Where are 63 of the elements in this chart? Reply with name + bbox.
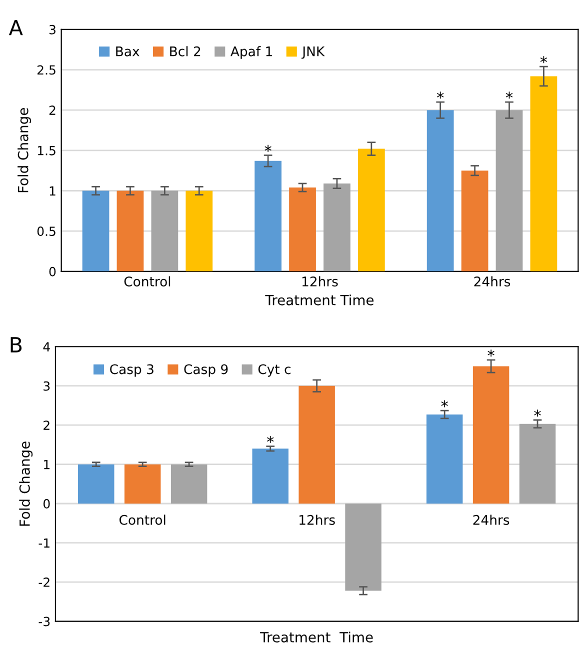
- y-tick-label: 2: [49, 106, 56, 115]
- data-label: *: [266, 436, 274, 443]
- y-tick-label: 2: [44, 420, 50, 430]
- y-tick-label: 1: [50, 186, 56, 196]
- y-tick-label: 3: [44, 381, 50, 391]
- y-tick-label: -2: [38, 578, 50, 587]
- data-label: *: [534, 410, 541, 417]
- y-tick-label: 0: [43, 499, 50, 509]
- y-tick-label: -3: [38, 616, 50, 626]
- x-tick-label: 24hrs: [474, 276, 510, 286]
- y-tick-label: 3: [49, 24, 56, 34]
- bar: [170, 464, 208, 504]
- y-tick-label: -1: [38, 538, 50, 548]
- chart-title: A: [8, 20, 23, 36]
- legend-label: Casp 9: [184, 364, 228, 377]
- legend-label: Bcl 2: [170, 46, 200, 56]
- bar: [530, 76, 558, 272]
- bar: [254, 160, 282, 272]
- bar: [82, 190, 110, 272]
- bar: [298, 386, 335, 504]
- x-tick-label: Control: [119, 514, 166, 525]
- y-axis-title: Fold Change: [18, 108, 32, 192]
- y-tick-label: 0.5: [37, 226, 56, 236]
- x-tick-label: 12hrs: [300, 514, 335, 525]
- bar: [358, 148, 385, 272]
- bar: [426, 414, 463, 504]
- legend-label: Cyt c: [258, 364, 290, 377]
- chart-title: B: [10, 337, 22, 352]
- bar: [496, 110, 523, 272]
- x-axis-title: Treatment Time: [265, 294, 374, 306]
- data-label: *: [436, 92, 444, 99]
- bar: [124, 464, 161, 504]
- legend-label: Casp 3: [110, 364, 154, 377]
- y-tick-label: 1: [44, 460, 50, 470]
- x-tick-label: 12hrs: [302, 276, 338, 286]
- bar: [116, 190, 144, 272]
- bar: [151, 190, 178, 272]
- y-tick-label: 0: [49, 266, 56, 276]
- legend-label: Apaf 1: [230, 46, 272, 59]
- y-tick-label: 1.5: [38, 146, 56, 156]
- bar: [324, 183, 350, 272]
- y-axis-title: Fold Change: [19, 442, 33, 526]
- x-tick-label: Control: [124, 276, 170, 286]
- legend-label: JNK: [302, 46, 325, 59]
- bar: [461, 170, 488, 272]
- bar: [472, 366, 510, 504]
- x-axis-title: Treatment Time: [260, 632, 373, 642]
- bar: [426, 110, 454, 272]
- data-label: *: [488, 350, 494, 357]
- y-tick-label: 4: [43, 342, 50, 352]
- data-label: *: [506, 92, 513, 99]
- bar: [186, 190, 213, 272]
- data-label: *: [441, 400, 448, 408]
- bar: [519, 424, 556, 504]
- data-label: *: [264, 144, 272, 152]
- bar: [289, 188, 316, 272]
- bar: [78, 464, 114, 504]
- bar: [252, 448, 288, 504]
- legend-label: Bax: [116, 46, 140, 56]
- y-tick-label: 2.5: [37, 65, 56, 75]
- bar: [345, 504, 382, 591]
- x-tick-label: 24hrs: [473, 514, 510, 525]
- data-label: *: [540, 56, 548, 64]
